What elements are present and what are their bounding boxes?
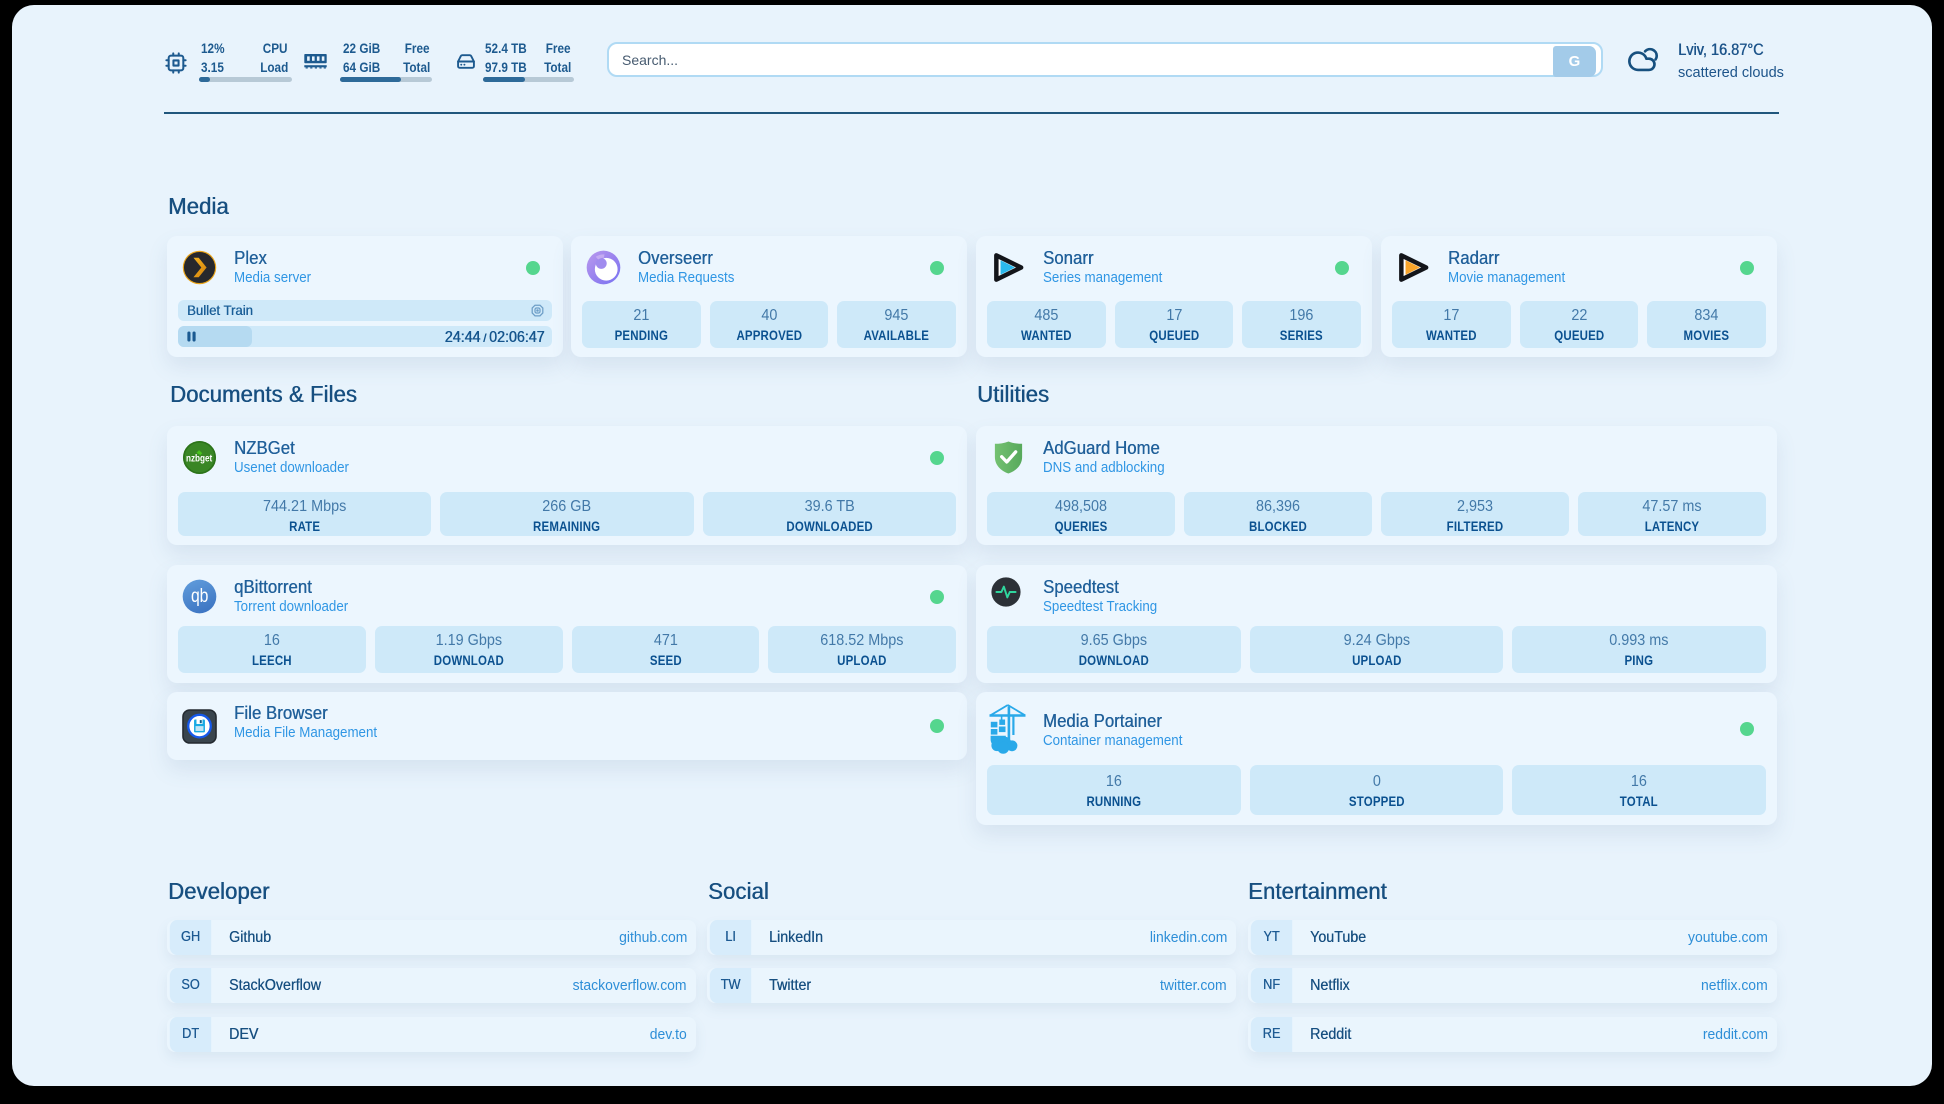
svg-text:qb: qb bbox=[191, 585, 209, 607]
svg-text:nzbget: nzbget bbox=[186, 453, 213, 465]
